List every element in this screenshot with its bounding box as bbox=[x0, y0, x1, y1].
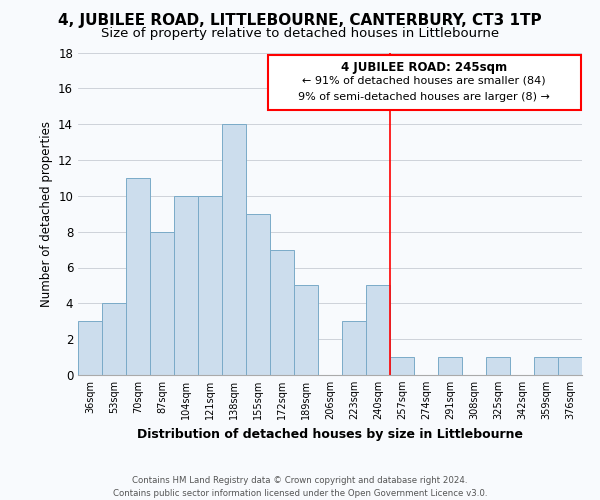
Bar bbox=[126, 178, 150, 375]
Bar bbox=[366, 286, 390, 375]
Text: 4, JUBILEE ROAD, LITTLEBOURNE, CANTERBURY, CT3 1TP: 4, JUBILEE ROAD, LITTLEBOURNE, CANTERBUR… bbox=[58, 12, 542, 28]
Bar bbox=[558, 357, 582, 375]
Bar bbox=[222, 124, 246, 375]
Text: 9% of semi-detached houses are larger (8) →: 9% of semi-detached houses are larger (8… bbox=[298, 92, 550, 102]
Text: Size of property relative to detached houses in Littlebourne: Size of property relative to detached ho… bbox=[101, 28, 499, 40]
Bar bbox=[342, 322, 366, 375]
Bar bbox=[198, 196, 222, 375]
Bar bbox=[438, 357, 462, 375]
Text: 4 JUBILEE ROAD: 245sqm: 4 JUBILEE ROAD: 245sqm bbox=[341, 60, 507, 74]
FancyBboxPatch shape bbox=[268, 55, 581, 110]
Bar bbox=[390, 357, 414, 375]
Bar bbox=[150, 232, 174, 375]
X-axis label: Distribution of detached houses by size in Littlebourne: Distribution of detached houses by size … bbox=[137, 428, 523, 440]
Text: ← 91% of detached houses are smaller (84): ← 91% of detached houses are smaller (84… bbox=[302, 76, 546, 86]
Bar bbox=[486, 357, 510, 375]
Bar bbox=[78, 322, 102, 375]
Bar bbox=[534, 357, 558, 375]
Bar bbox=[294, 286, 318, 375]
Bar bbox=[102, 304, 126, 375]
Bar bbox=[174, 196, 198, 375]
Bar bbox=[246, 214, 270, 375]
Text: Contains HM Land Registry data © Crown copyright and database right 2024.
Contai: Contains HM Land Registry data © Crown c… bbox=[113, 476, 487, 498]
Bar bbox=[270, 250, 294, 375]
Y-axis label: Number of detached properties: Number of detached properties bbox=[40, 120, 53, 306]
